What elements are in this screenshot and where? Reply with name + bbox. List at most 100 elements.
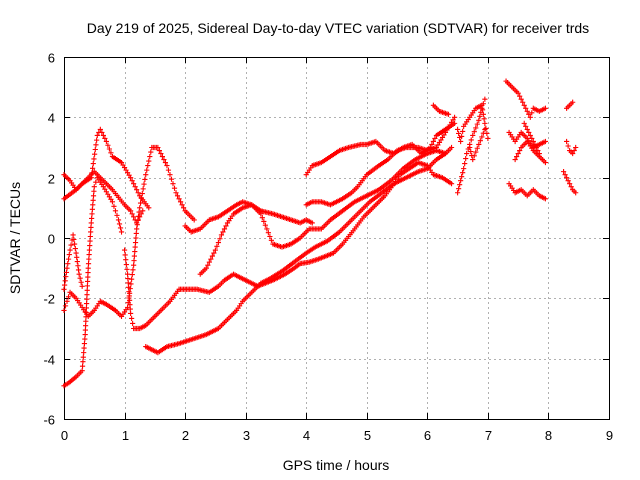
- data-point: [88, 175, 94, 181]
- y-axis-label: SDTVAR / TECUs: [7, 182, 23, 294]
- data-point: [134, 226, 140, 232]
- data-point: [97, 126, 103, 132]
- data-point: [89, 170, 95, 176]
- data-point: [262, 222, 268, 228]
- data-point: [529, 135, 535, 142]
- data-point: [115, 217, 122, 223]
- data-point: [137, 200, 144, 206]
- data-point: [64, 298, 70, 304]
- data-point: [459, 133, 465, 140]
- data-point: [479, 105, 485, 111]
- data-point: [159, 153, 166, 160]
- data-point: [65, 256, 72, 262]
- data-point: [73, 250, 79, 256]
- data-point: [84, 283, 91, 289]
- data-point: [143, 172, 149, 178]
- data-point: [221, 226, 228, 232]
- data-point: [86, 247, 93, 253]
- data-point: [191, 217, 197, 223]
- data-point: [526, 129, 532, 136]
- data-point: [535, 147, 541, 154]
- data-point: [463, 155, 469, 162]
- x-tick-label: 1: [122, 428, 129, 443]
- data-point: [85, 261, 92, 267]
- data-point: [142, 176, 148, 182]
- series-18: [506, 181, 549, 202]
- data-point: [147, 153, 153, 160]
- data-point: [456, 186, 462, 192]
- data-point: [62, 282, 68, 288]
- data-point: [83, 305, 90, 311]
- data-point: [63, 274, 69, 280]
- data-point: [529, 110, 535, 116]
- data-point: [74, 258, 80, 265]
- data-point: [61, 286, 67, 292]
- data-point: [536, 150, 542, 157]
- data-point: [203, 265, 209, 271]
- data-point: [94, 137, 100, 143]
- data-point: [170, 181, 176, 187]
- data-point: [476, 141, 482, 148]
- data-point: [521, 102, 527, 108]
- data-point: [81, 350, 87, 356]
- data-point: [515, 150, 521, 157]
- data-point: [135, 190, 141, 196]
- data-point: [89, 165, 96, 171]
- data-point: [109, 199, 116, 205]
- data-point: [473, 149, 479, 155]
- data-point: [75, 267, 82, 273]
- data-point: [573, 190, 579, 196]
- y-tick-label: -2: [43, 292, 55, 307]
- chart-title: Day 219 of 2025, Sidereal Day-to-day VTE…: [87, 20, 589, 36]
- data-point: [125, 275, 131, 282]
- data-point: [480, 101, 486, 107]
- data-point: [133, 230, 139, 237]
- data-point: [168, 176, 175, 182]
- data-point: [100, 132, 106, 139]
- data-point: [259, 215, 265, 221]
- data-point: [85, 265, 91, 271]
- data-point: [74, 254, 80, 260]
- series-12: [430, 102, 452, 117]
- data-point: [455, 190, 461, 196]
- data-point: [83, 309, 89, 316]
- series-7: [143, 144, 455, 356]
- data-point: [542, 196, 549, 202]
- data-point: [76, 271, 82, 277]
- data-point: [128, 310, 134, 317]
- data-point: [517, 147, 523, 154]
- data-point: [264, 226, 270, 232]
- data-point: [455, 126, 461, 132]
- y-tick-label: 6: [48, 51, 55, 66]
- x-tick-label: 9: [606, 428, 613, 443]
- data-point: [126, 293, 132, 299]
- data-point: [532, 141, 538, 148]
- data-point: [88, 229, 94, 235]
- data-point: [129, 315, 135, 322]
- data-point: [482, 120, 488, 126]
- data-point: [474, 145, 480, 151]
- data-point: [91, 184, 97, 190]
- data-point: [91, 188, 97, 194]
- data-point: [134, 222, 140, 228]
- data-point: [470, 132, 476, 139]
- y-tick-label: -6: [43, 413, 55, 428]
- series-11: [303, 120, 458, 178]
- data-point: [77, 275, 83, 281]
- data-point: [521, 120, 527, 126]
- data-point: [124, 304, 131, 310]
- data-point: [429, 141, 435, 148]
- data-point: [88, 224, 94, 231]
- series-2: [61, 126, 152, 211]
- data-point: [83, 318, 89, 324]
- data-point: [218, 232, 225, 238]
- data-point: [123, 257, 129, 263]
- grid: [64, 57, 609, 419]
- data-point: [68, 242, 74, 248]
- data-point: [214, 243, 220, 249]
- data-point: [474, 121, 480, 127]
- data-point: [167, 172, 173, 178]
- data-point: [131, 258, 137, 264]
- data-point: [114, 212, 120, 218]
- data-point: [131, 214, 137, 220]
